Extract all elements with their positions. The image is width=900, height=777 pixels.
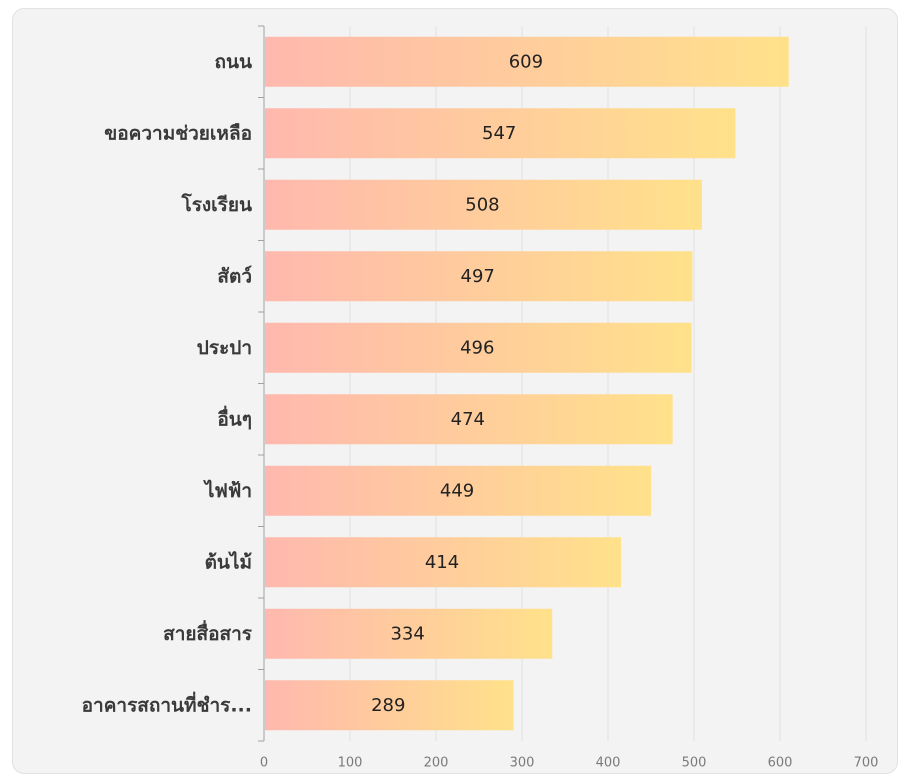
- x-tick-label: 500: [682, 756, 707, 771]
- value-label: 547: [482, 123, 516, 144]
- x-tick-label: 300: [510, 756, 535, 771]
- y-axis: [258, 25, 265, 742]
- bar: [265, 36, 789, 87]
- category-label: โรงเรียน: [180, 193, 252, 216]
- value-label: 414: [425, 552, 459, 573]
- bar: [265, 608, 553, 659]
- bar: [265, 537, 622, 588]
- category-label: ถนน: [215, 51, 252, 73]
- bar: [265, 465, 652, 516]
- bars: [265, 36, 789, 731]
- value-label: 334: [390, 623, 424, 644]
- value-label: 496: [460, 337, 494, 358]
- value-label: 609: [509, 51, 543, 72]
- category-label: อาคารสถานที่ชำร...: [82, 691, 252, 716]
- x-tick-label: 200: [424, 756, 449, 771]
- category-label: ขอความช่วยเหลือ: [104, 122, 252, 144]
- value-label: 497: [461, 266, 495, 287]
- category-label: ประปา: [197, 337, 252, 359]
- x-tick-label: 700: [854, 756, 879, 771]
- x-tick-label: 100: [338, 756, 363, 771]
- bar: [265, 251, 693, 302]
- bar: [265, 108, 736, 159]
- bar: [265, 179, 702, 230]
- category-labels: ถนนขอความช่วยเหลือโรงเรียนสัตว์ประปาอื่น…: [82, 51, 253, 717]
- category-label: อื่นๆ: [217, 405, 252, 430]
- x-tick-label: 0: [260, 756, 268, 771]
- x-tick-label: 600: [768, 756, 793, 771]
- value-label: 449: [440, 480, 474, 501]
- category-label: สายสื่อสาร: [163, 620, 253, 645]
- category-label: สัตว์: [217, 265, 252, 287]
- category-label: ต้นไม้: [205, 550, 252, 573]
- bar: [265, 680, 514, 731]
- bar: [265, 394, 673, 445]
- value-label: 474: [451, 409, 485, 430]
- bar: [265, 322, 692, 373]
- x-tick-label: 400: [596, 756, 621, 771]
- value-labels: 609 547 508 497 496 474 449 414 334 289: [371, 51, 543, 716]
- value-label: 289: [371, 695, 405, 716]
- x-tick-labels: 0 100 200 300 400 500 600 700: [260, 756, 879, 771]
- category-label: ไฟฟ้า: [203, 479, 252, 502]
- value-label: 508: [465, 194, 499, 215]
